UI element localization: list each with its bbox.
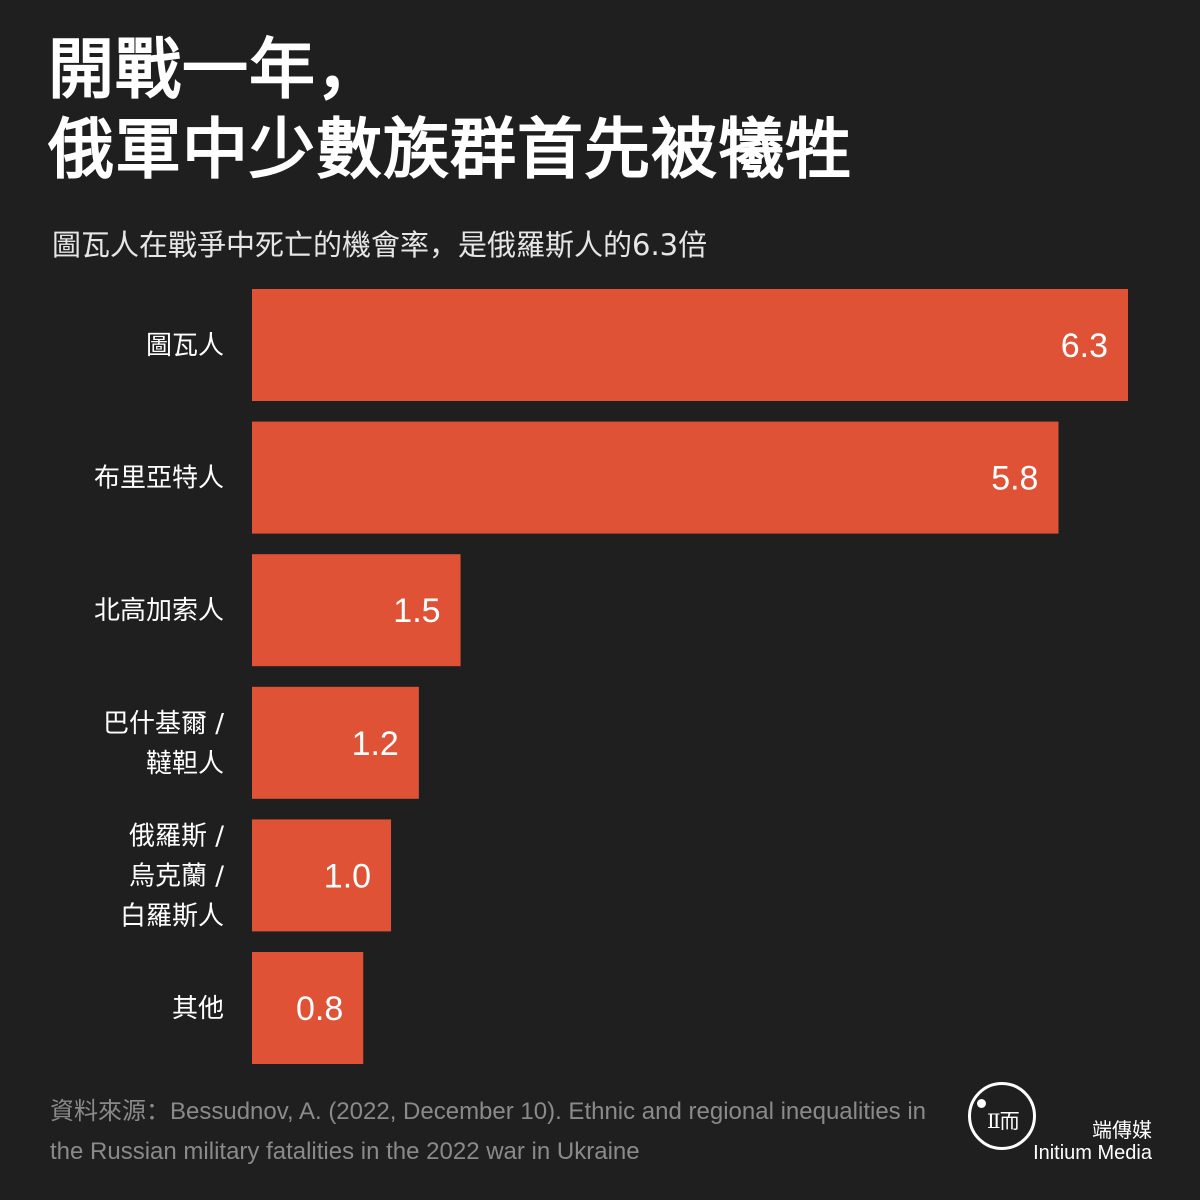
category-label-line: 俄羅斯 / [129,821,224,851]
bar-chart: 6.3 圖瓦人 5.8 布里亞特人 1.5 北高加索人 1.2 巴什基爾 / 韃靼人 1.0 俄羅斯… [94,289,1128,1064]
bar [252,952,364,1064]
category-label: 其他 [172,994,224,1024]
title-line-1: 開戰一年， [48,31,383,108]
bar [252,421,1059,534]
category-label-line: 北高加索人 [94,596,224,626]
category-label-line: 白羅斯人 [120,901,224,931]
category-label: 俄羅斯 / 烏克蘭 / 白羅斯人 [120,821,224,931]
bar [252,686,419,799]
logo-english-name: Initium Media [1033,1142,1152,1164]
logo-chinese-name: 端傳媒 [1092,1118,1152,1142]
bar-value-label: 1.5 [393,592,440,630]
category-label-line: 烏克蘭 / [129,861,224,891]
bar-value-label: 1.0 [324,857,371,895]
bar [252,554,461,667]
category-label: 圖瓦人 [146,331,224,361]
category-label-line: 圖瓦人 [146,331,224,361]
logo-dot-icon [977,1099,986,1108]
category-label: 北高加索人 [94,596,224,626]
category-label: 巴什基爾 / 韃靼人 [103,709,224,779]
source-note: 資料來源：Bessudnov, A. (2022, December 10). … [50,1098,927,1165]
bar-value-label: 0.8 [296,990,343,1028]
category-label: 布里亞特人 [94,464,224,494]
logo-glyph-icon: Ⅱ而 [987,1109,1020,1133]
category-label-line: 韃靼人 [146,749,224,779]
initium-logo: Ⅱ而 端傳媒 Initium Media [960,1082,1160,1172]
bar-value-label: 5.8 [991,460,1038,498]
bar [252,289,1128,401]
title-line-2: 俄軍中少數族群首先被犧牲 [48,111,852,188]
bar [252,819,392,932]
title-block: 開戰一年， 俄軍中少數族群首先被犧牲 [48,30,852,190]
chart-subtitle: 圖瓦人在戰爭中死亡的機會率，是俄羅斯人的6.3倍 [52,228,708,262]
bar-value-label: 6.3 [1061,327,1108,365]
category-label-line: 其他 [172,994,224,1024]
logo-mark-icon: Ⅱ而 [968,1082,1036,1150]
category-label-line: 巴什基爾 / [103,709,224,739]
category-label-line: 布里亞特人 [94,464,224,494]
bar-value-label: 1.2 [352,725,399,763]
